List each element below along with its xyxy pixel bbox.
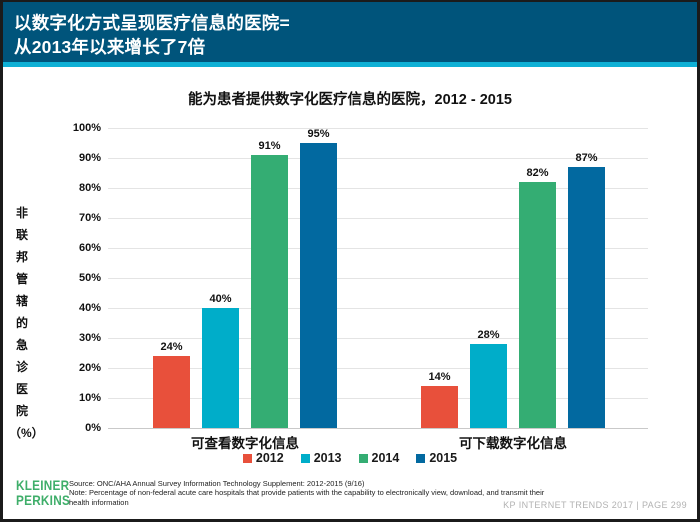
bar-2012-2: 14%: [421, 371, 458, 428]
gridline-90: [108, 158, 648, 159]
y-axis-label: 非联邦管辖的急诊医院 （%）: [9, 202, 44, 444]
slide-header: 以数字化方式呈现医疗信息的医院= 从2013年以来增长了7倍: [3, 2, 697, 62]
gridline-60: [108, 248, 648, 249]
bar-group-1: 24% 40% 91% 95%: [153, 128, 337, 428]
chart-title: 能为患者提供数字化医疗信息的医院，2012 - 2015: [188, 92, 512, 108]
y-axis-label-char: 联: [15, 228, 28, 242]
bar-value-label: 40%: [209, 293, 232, 305]
gridline-20: [108, 368, 648, 369]
y-axis-label-char: 的: [15, 316, 28, 330]
logo-line2: PERKINS: [16, 491, 71, 508]
kleiner-perkins-logo: KLEINER PERKINS: [16, 478, 70, 507]
y-tick-label-10: 10%: [78, 392, 101, 404]
y-tick-label-50: 50%: [78, 272, 101, 284]
source-note: Source: ONC/AHA Annual Survey Informatio…: [69, 479, 574, 507]
bar-value-label: 82%: [526, 167, 549, 179]
gridline-70: [108, 218, 648, 219]
y-tick-label-100: 100%: [72, 122, 101, 134]
y-tick-label-20: 20%: [78, 362, 101, 374]
gridline-0: [108, 428, 648, 429]
y-axis-ticks: 100% 90% 80% 70% 60% 50% 40% 30% 20% 10% 0%: [55, 122, 101, 434]
legend-label-2015: 2015: [429, 451, 458, 465]
bar-value-label: 28%: [477, 329, 500, 341]
bar-2013-1: 40%: [202, 293, 239, 428]
y-axis-label-char: 院: [15, 404, 28, 418]
chart-legend: 2012 2013 2014 2015: [3, 451, 697, 465]
y-axis-label-char: （%）: [9, 426, 44, 440]
legend-label-2014: 2014: [371, 451, 400, 465]
bar-2015-2: 87%: [568, 152, 605, 428]
bar-2015-1: 95%: [300, 128, 337, 428]
bar-2014-1: 91%: [251, 140, 288, 428]
bar-2014-2: 82%: [519, 167, 556, 428]
category-label-2: 可下载数字化信息: [459, 436, 567, 451]
legend-swatch-2013: [300, 453, 310, 463]
y-tick-label-30: 30%: [78, 332, 101, 344]
bar-2013-2: 28%: [470, 329, 507, 428]
slide-title-line2: 从2013年以来增长了7倍: [14, 37, 206, 57]
y-tick-label-80: 80%: [78, 182, 101, 194]
y-tick-label-0: 0%: [85, 422, 101, 434]
gridline-30: [108, 338, 648, 339]
legend-label-2013: 2013: [313, 451, 342, 465]
bar-value-label: 14%: [428, 371, 451, 383]
y-axis-label-char: 诊: [15, 360, 28, 374]
y-axis-label-char: 非: [15, 206, 28, 220]
bar-value-label: 87%: [575, 152, 598, 164]
y-axis-label-char: 辖: [15, 294, 28, 308]
y-tick-label-40: 40%: [78, 302, 101, 314]
slide-title-line1: 以数字化方式呈现医疗信息的医院=: [14, 13, 290, 33]
gridline-50: [108, 278, 648, 279]
category-label-1: 可查看数字化信息: [191, 436, 299, 451]
legend-swatch-2012: [242, 453, 252, 463]
gridline-80: [108, 188, 648, 189]
y-axis-label-char: 医: [15, 382, 28, 396]
y-tick-label-60: 60%: [78, 242, 101, 254]
gridline-10: [108, 398, 648, 399]
bar-value-label: 95%: [307, 128, 330, 140]
legend-item-2012: 2012: [242, 451, 284, 465]
note-line: Note: Percentage of non-federal acute ca…: [69, 488, 545, 498]
bar-value-label: 91%: [258, 140, 281, 152]
bar-2012-1: 24%: [153, 341, 190, 428]
legend-item-2015: 2015: [416, 451, 457, 465]
bar-group-2: 14% 28% 82% 87%: [421, 128, 605, 428]
header-accent-stripe: [3, 62, 697, 67]
legend-swatch-2014: [358, 453, 368, 463]
legend-swatch-2015: [416, 453, 426, 463]
legend-label-2012: 2012: [255, 451, 284, 465]
y-axis-label-char: 急: [15, 338, 28, 352]
source-line: Source: ONC/AHA Annual Survey Informatio…: [69, 479, 365, 488]
gridline-100: [108, 128, 648, 129]
slide: 以数字化方式呈现医疗信息的医院= 从2013年以来增长了7倍 能为患者提供数字化…: [3, 2, 697, 519]
bar-value-label: 24%: [160, 341, 183, 353]
legend-item-2013: 2013: [300, 451, 342, 465]
y-axis-label-char: 邦: [15, 250, 28, 264]
gridline-40: [108, 308, 648, 309]
legend-item-2014: 2014: [358, 451, 400, 465]
y-axis-label-char: 管: [15, 272, 28, 286]
note-line-2: health information: [69, 497, 129, 507]
page-footer: KP INTERNET TRENDS 2017 | PAGE 299: [503, 500, 687, 510]
plot-area: 24% 40% 91% 95% 可查看数字化信息 14% 28% 82% 87% 可下载数字化信息: [108, 128, 648, 451]
y-tick-label-70: 70%: [78, 212, 101, 224]
y-tick-label-90: 90%: [78, 152, 101, 164]
logo-line1: KLEINER: [16, 477, 70, 493]
